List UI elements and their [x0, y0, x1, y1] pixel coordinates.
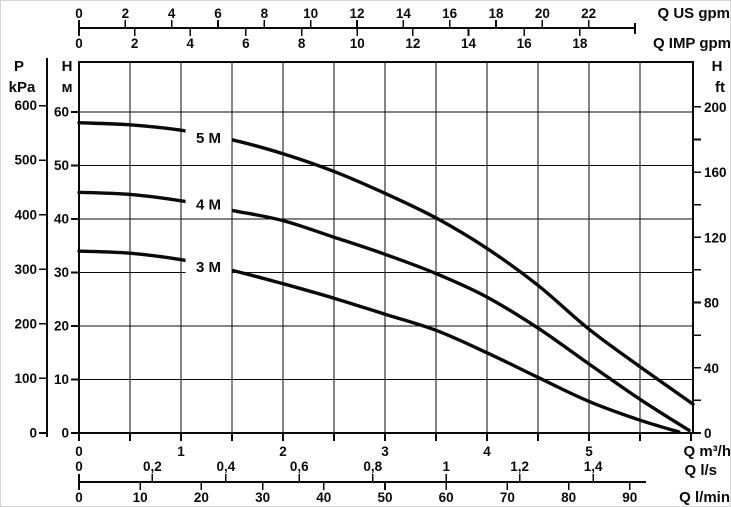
tick-label-ft: 80	[704, 296, 719, 311]
tick-label-us-gpm: 16	[442, 6, 458, 21]
tick-label-us-gpm: 22	[581, 6, 596, 21]
tick-label-l-min: 90	[622, 490, 637, 505]
curve-5-m	[77, 121, 695, 406]
axis-left-m: 0 10 20 30 40 50 60 Hм	[54, 58, 79, 441]
tick-label-imp-gpm: 10	[350, 36, 365, 51]
tick-label-ft: 160	[704, 165, 727, 180]
tick-label-us-gpm: 8	[261, 6, 269, 21]
tick-label-m: 50	[54, 158, 69, 173]
tick-label-us-gpm: 18	[488, 6, 504, 21]
tick-label-m: 60	[54, 105, 69, 120]
tick-label-ft: 200	[704, 100, 727, 115]
axis-unit-us-gpm: Q US gpm	[657, 5, 730, 22]
tick-label-m3h: 1	[177, 444, 185, 459]
curve-label-mask-4-m	[185, 194, 232, 214]
axis-unit-kpa: kPa	[9, 79, 36, 96]
tick-label-us-gpm: 14	[396, 6, 412, 21]
axis-unit-m3h: Q m³/h	[684, 443, 731, 460]
curve-label-mask-5-m	[185, 128, 232, 148]
tick-label-l-s: 1	[442, 459, 450, 474]
tick-label-kpa: 200	[14, 316, 37, 331]
tick-label-m3h: 3	[381, 444, 389, 459]
axis-unit-h-left: H	[62, 58, 73, 75]
tick-label-kpa: 600	[14, 98, 37, 113]
tick-label-l-min: 70	[500, 490, 515, 505]
tick-label-l-s: 0,6	[290, 459, 309, 474]
axis-right-ft: 0 40 80 120 160 200 Hft	[693, 58, 727, 441]
tick-label-imp-gpm: 18	[572, 36, 588, 51]
tick-label-imp-gpm: 14	[461, 36, 477, 51]
tick-label-l-s: 1,4	[584, 459, 603, 474]
tick-label-l-min: 60	[439, 490, 454, 505]
tick-label-l-min: 10	[133, 490, 148, 505]
tick-label-us-gpm: 4	[168, 6, 176, 21]
tick-label-m3h: 5	[585, 444, 593, 459]
tick-label-ft: 120	[704, 230, 727, 245]
curve-4-m	[77, 190, 691, 432]
tick-label-l-min: 20	[194, 490, 209, 505]
tick-label-imp-gpm: 16	[517, 36, 533, 51]
tick-label-kpa: 300	[14, 262, 37, 277]
tick-label-l-min: 50	[377, 490, 392, 505]
tick-label-m3h: 0	[75, 444, 83, 459]
tick-label-l-min: 80	[561, 490, 576, 505]
axis-unit-imp-gpm: Q IMP gpm	[653, 35, 731, 52]
tick-label-imp-gpm: 8	[298, 36, 306, 51]
axis-bottom-m3h: 0 1 2 3 4 5 Q m³/h	[75, 433, 731, 460]
axis-unit-ft: ft	[715, 79, 725, 96]
axis-unit-m: м	[61, 79, 72, 96]
grid	[79, 62, 693, 433]
tick-label-us-gpm: 0	[75, 6, 83, 21]
curve-label-4-m: 4 M	[196, 197, 221, 214]
axis-unit-l-s: Q l/s	[684, 462, 717, 479]
axis-unit-h-right: H	[712, 58, 723, 75]
tick-label-m: 40	[54, 212, 69, 227]
curve-3-m	[77, 249, 681, 434]
tick-label-l-s: 0,4	[216, 459, 235, 474]
tick-label-imp-gpm: 4	[187, 36, 195, 51]
curve-label-3-m: 3 M	[196, 259, 221, 276]
curve-label-5-m: 5 M	[196, 130, 221, 147]
tick-label-imp-gpm: 0	[75, 36, 83, 51]
tick-label-m: 30	[54, 265, 69, 280]
tick-label-imp-gpm: 12	[405, 36, 420, 51]
tick-label-l-s: 0,8	[363, 459, 382, 474]
tick-label-m3h: 2	[279, 444, 287, 459]
axis-unit-l-min: Q l/min	[679, 489, 730, 506]
curves: 5 M 4 M 3 M	[77, 121, 695, 434]
tick-label-us-gpm: 6	[214, 6, 222, 21]
tick-label-us-gpm: 10	[303, 6, 318, 21]
axis-unit-p: P	[14, 58, 24, 75]
tick-label-imp-gpm: 6	[242, 36, 250, 51]
plot-border	[78, 61, 694, 434]
tick-label-m: 0	[61, 426, 69, 441]
tick-label-l-s: 0	[75, 459, 83, 474]
tick-label-kpa: 0	[29, 426, 37, 441]
tick-label-l-min: 30	[255, 490, 270, 505]
tick-label-m: 10	[54, 372, 69, 387]
curve-label-mask-3-m	[185, 257, 232, 277]
tick-label-l-s: 1,2	[510, 459, 529, 474]
tick-label-l-min: 40	[316, 490, 331, 505]
tick-label-ft: 0	[704, 426, 712, 441]
tick-label-m: 20	[54, 319, 69, 334]
tick-label-kpa: 100	[14, 371, 37, 386]
tick-label-us-gpm: 12	[349, 6, 364, 21]
tick-label-l-s: 0,2	[143, 459, 162, 474]
tick-label-m3h: 4	[483, 444, 491, 459]
tick-label-imp-gpm: 2	[131, 36, 139, 51]
axis-top-gpm: 0 2 4 6 8 10 12 14 16 18 20 220 2 4 6 8 10 12 14 16 18Q US g…	[75, 5, 731, 52]
tick-label-kpa: 500	[14, 153, 37, 168]
tick-label-us-gpm: 20	[535, 6, 550, 21]
tick-label-kpa: 400	[14, 207, 37, 222]
tick-label-ft: 40	[704, 361, 719, 376]
axis-bottom-ls-lmin: 0 0,2 0,4 0,6 0,8 1 1,2 1,4 0 10 20 30 40 50 60 70 80 90 Q…	[75, 459, 730, 506]
tick-label-l-min: 0	[75, 490, 83, 505]
tick-label-us-gpm: 2	[122, 6, 130, 21]
